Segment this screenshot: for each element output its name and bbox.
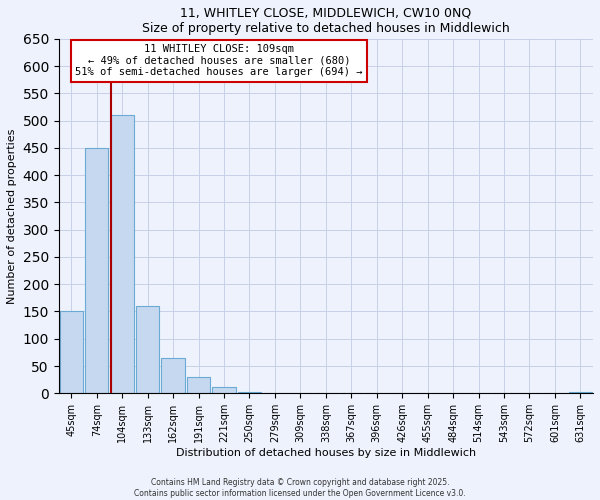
Text: 11 WHITLEY CLOSE: 109sqm
← 49% of detached houses are smaller (680)
51% of semi-: 11 WHITLEY CLOSE: 109sqm ← 49% of detach… [75,44,362,78]
Bar [59,312,83,394]
Bar [136,306,160,394]
Bar [212,386,236,394]
Y-axis label: Number of detached properties: Number of detached properties [7,128,17,304]
Bar [161,358,185,394]
X-axis label: Distribution of detached houses by size in Middlewich: Distribution of detached houses by size … [176,448,476,458]
Text: Contains HM Land Registry data © Crown copyright and database right 2025.
Contai: Contains HM Land Registry data © Crown c… [134,478,466,498]
Title: 11, WHITLEY CLOSE, MIDDLEWICH, CW10 0NQ
Size of property relative to detached ho: 11, WHITLEY CLOSE, MIDDLEWICH, CW10 0NQ … [142,7,510,35]
Bar [110,115,134,394]
Bar [569,392,592,394]
Bar [187,377,210,394]
Bar [85,148,109,394]
Bar [238,392,261,394]
